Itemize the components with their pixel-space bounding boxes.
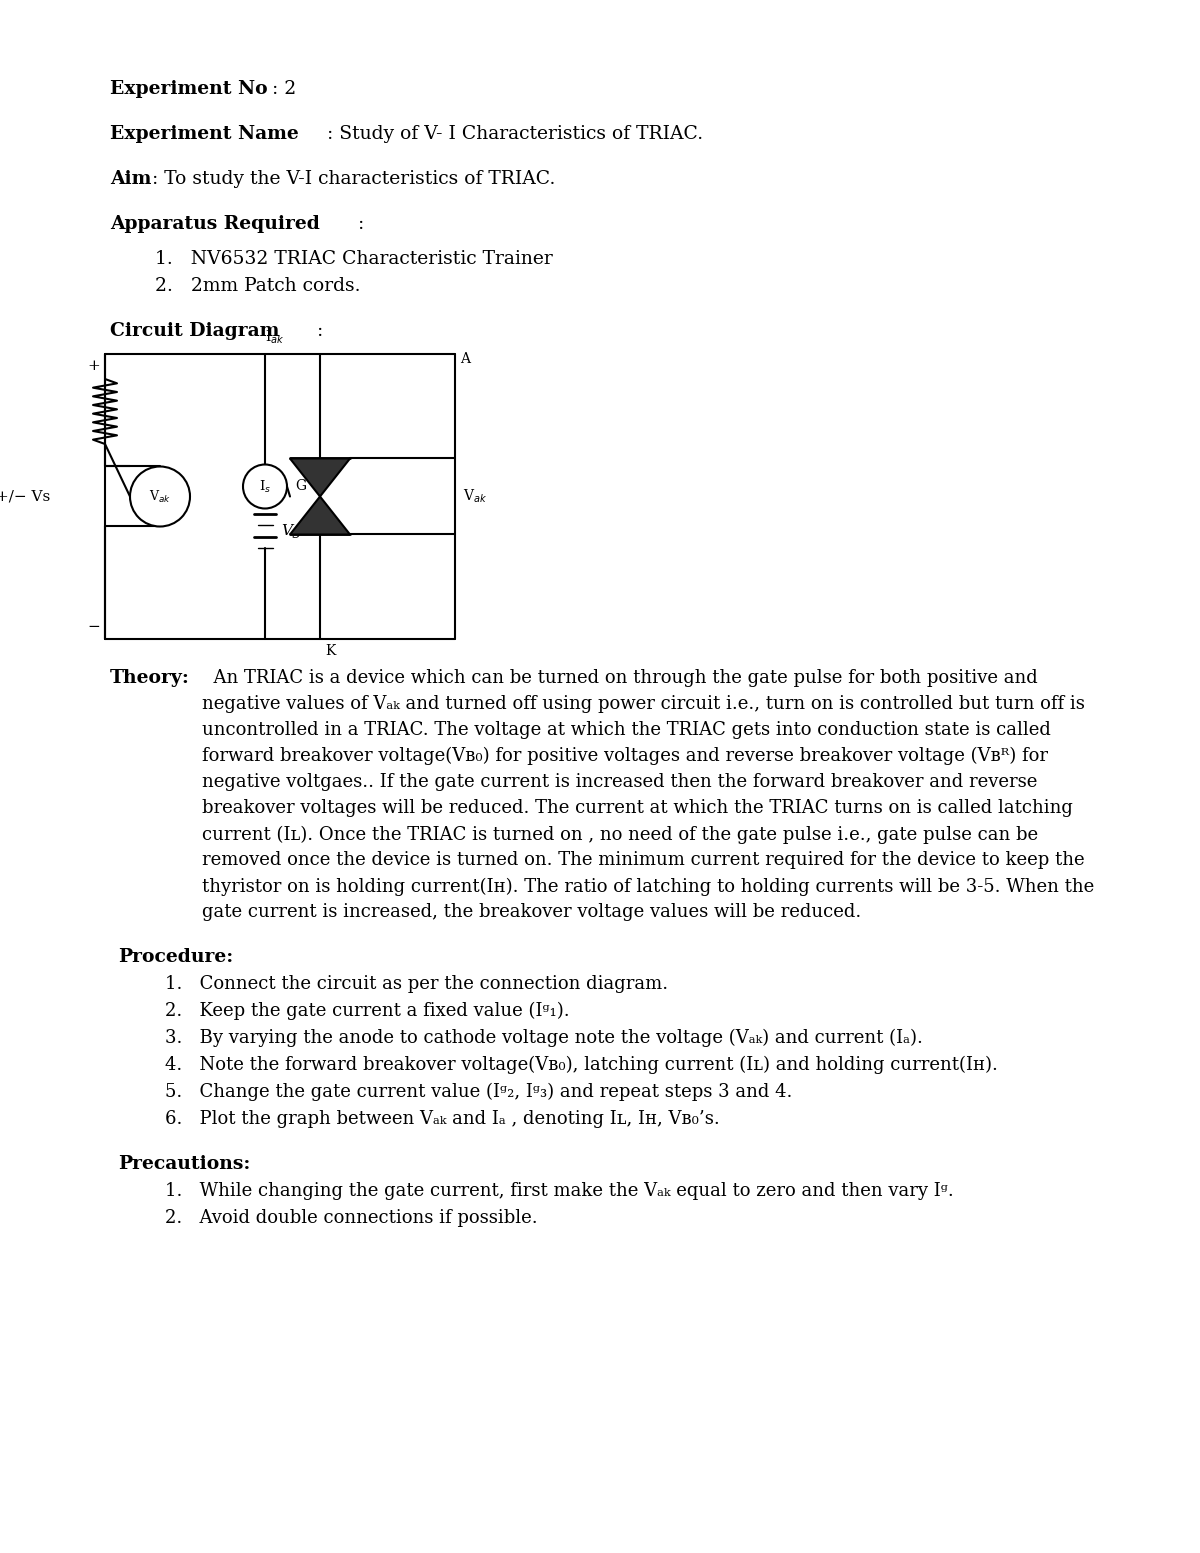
Text: V$_{ak}$: V$_{ak}$ (149, 489, 170, 505)
Text: 2.   Avoid double connections if possible.: 2. Avoid double connections if possible. (166, 1208, 538, 1227)
Circle shape (130, 466, 190, 526)
Text: :: : (358, 214, 365, 233)
Text: 1.   Connect the circuit as per the connection diagram.: 1. Connect the circuit as per the connec… (166, 975, 668, 992)
Text: uncontrolled in a TRIAC. The voltage at which the TRIAC gets into conduction sta: uncontrolled in a TRIAC. The voltage at … (202, 721, 1051, 739)
Text: Procedure:: Procedure: (118, 947, 233, 966)
Text: K: K (325, 644, 335, 658)
Text: Experiment No: Experiment No (110, 81, 268, 98)
Polygon shape (290, 458, 350, 497)
Text: Aim: Aim (110, 169, 151, 188)
Polygon shape (290, 497, 350, 534)
Text: forward breakover voltage(Vʙ₀) for positive voltages and reverse breakover volta: forward breakover voltage(Vʙ₀) for posit… (202, 747, 1048, 766)
Text: : 2: : 2 (272, 81, 296, 98)
Text: 6.   Plot the graph between Vₐₖ and Iₐ , denoting Iʟ, Iʜ, Vʙ₀’s.: 6. Plot the graph between Vₐₖ and Iₐ , d… (166, 1109, 720, 1127)
Text: Circuit Diagram: Circuit Diagram (110, 321, 280, 340)
Text: breakover voltages will be reduced. The current at which the TRIAC turns on is c: breakover voltages will be reduced. The … (202, 800, 1073, 817)
Text: 4.   Note the forward breakover voltage(Vʙ₀), latching current (Iʟ) and holding : 4. Note the forward breakover voltage(Vʙ… (166, 1056, 998, 1073)
Text: 1.   While changing the gate current, first make the Vₐₖ equal to zero and then : 1. While changing the gate current, firs… (166, 1182, 954, 1199)
Text: 2.   Keep the gate current a fixed value (Iᵍ₁).: 2. Keep the gate current a fixed value (… (166, 1002, 570, 1020)
Text: negative values of Vₐₖ and turned off using power circuit i.e., turn on is contr: negative values of Vₐₖ and turned off us… (202, 696, 1085, 713)
Text: I$_s$: I$_s$ (259, 478, 271, 494)
Text: +: + (88, 359, 100, 373)
Text: Vg: Vg (281, 523, 301, 537)
Text: gate current is increased, the breakover voltage values will be reduced.: gate current is increased, the breakover… (202, 904, 862, 921)
Text: +/− Vs: +/− Vs (0, 489, 50, 503)
Text: A: A (460, 353, 470, 367)
Text: Apparatus Required: Apparatus Required (110, 214, 320, 233)
Text: An TRIAC is a device which can be turned on through the gate pulse for both posi: An TRIAC is a device which can be turned… (202, 669, 1038, 686)
Text: 2.   2mm Patch cords.: 2. 2mm Patch cords. (155, 276, 360, 295)
Text: Precautions:: Precautions: (118, 1154, 251, 1173)
Text: negative voltgaes.. If the gate current is increased then the forward breakover : negative voltgaes.. If the gate current … (202, 773, 1037, 790)
Text: : To study the V-I characteristics of TRIAC.: : To study the V-I characteristics of TR… (152, 169, 556, 188)
Text: 1.   NV6532 TRIAC Characteristic Trainer: 1. NV6532 TRIAC Characteristic Trainer (155, 250, 553, 269)
Text: : Study of V- I Characteristics of TRIAC.: : Study of V- I Characteristics of TRIAC… (326, 124, 703, 143)
Text: 3.   By varying the anode to cathode voltage note the voltage (Vₐₖ) and current : 3. By varying the anode to cathode volta… (166, 1028, 923, 1047)
Text: current (Iʟ). Once the TRIAC is turned on , no need of the gate pulse i.e., gate: current (Iʟ). Once the TRIAC is turned o… (202, 825, 1038, 843)
Circle shape (242, 464, 287, 508)
Text: V$_{ak}$: V$_{ak}$ (463, 488, 487, 505)
Text: 5.   Change the gate current value (Iᵍ₂, Iᵍ₃) and repeat steps 3 and 4.: 5. Change the gate current value (Iᵍ₂, I… (166, 1082, 792, 1101)
Text: G: G (295, 480, 306, 494)
Text: Theory:: Theory: (110, 669, 190, 686)
Text: −: − (88, 620, 100, 634)
Text: I$_{ak}$: I$_{ak}$ (265, 329, 284, 346)
Text: :: : (317, 321, 323, 340)
Text: thyristor on is holding current(Iʜ). The ratio of latching to holding currents w: thyristor on is holding current(Iʜ). The… (202, 877, 1094, 896)
Text: removed once the device is turned on. The minimum current required for the devic: removed once the device is turned on. Th… (202, 851, 1085, 870)
Text: Experiment Name: Experiment Name (110, 124, 299, 143)
